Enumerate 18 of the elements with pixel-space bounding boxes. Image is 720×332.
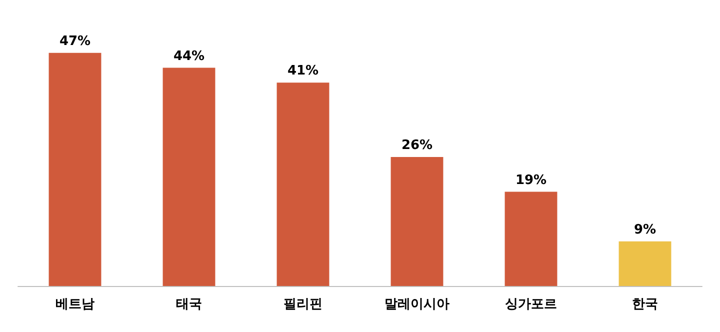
bar [504, 192, 558, 286]
bar [48, 52, 102, 286]
x-tick-label: 한국 [632, 297, 658, 312]
bar [618, 241, 672, 286]
x-tick-label: 말레이시아 [384, 297, 450, 312]
x-tick-label: 베트남 [56, 297, 94, 312]
data-label: 9% [634, 222, 656, 238]
data-label: 41% [287, 64, 319, 79]
bar [162, 68, 216, 286]
data-label: 19% [515, 172, 547, 188]
bar [276, 82, 330, 286]
x-tick-label: 싱가포르 [505, 297, 557, 312]
data-label: 47% [59, 34, 91, 49]
x-tick-label: 태국 [176, 297, 202, 312]
data-label: 44% [173, 48, 205, 64]
x-tick-label: 필리핀 [284, 297, 322, 312]
bar [390, 157, 444, 286]
data-label: 26% [401, 138, 433, 154]
